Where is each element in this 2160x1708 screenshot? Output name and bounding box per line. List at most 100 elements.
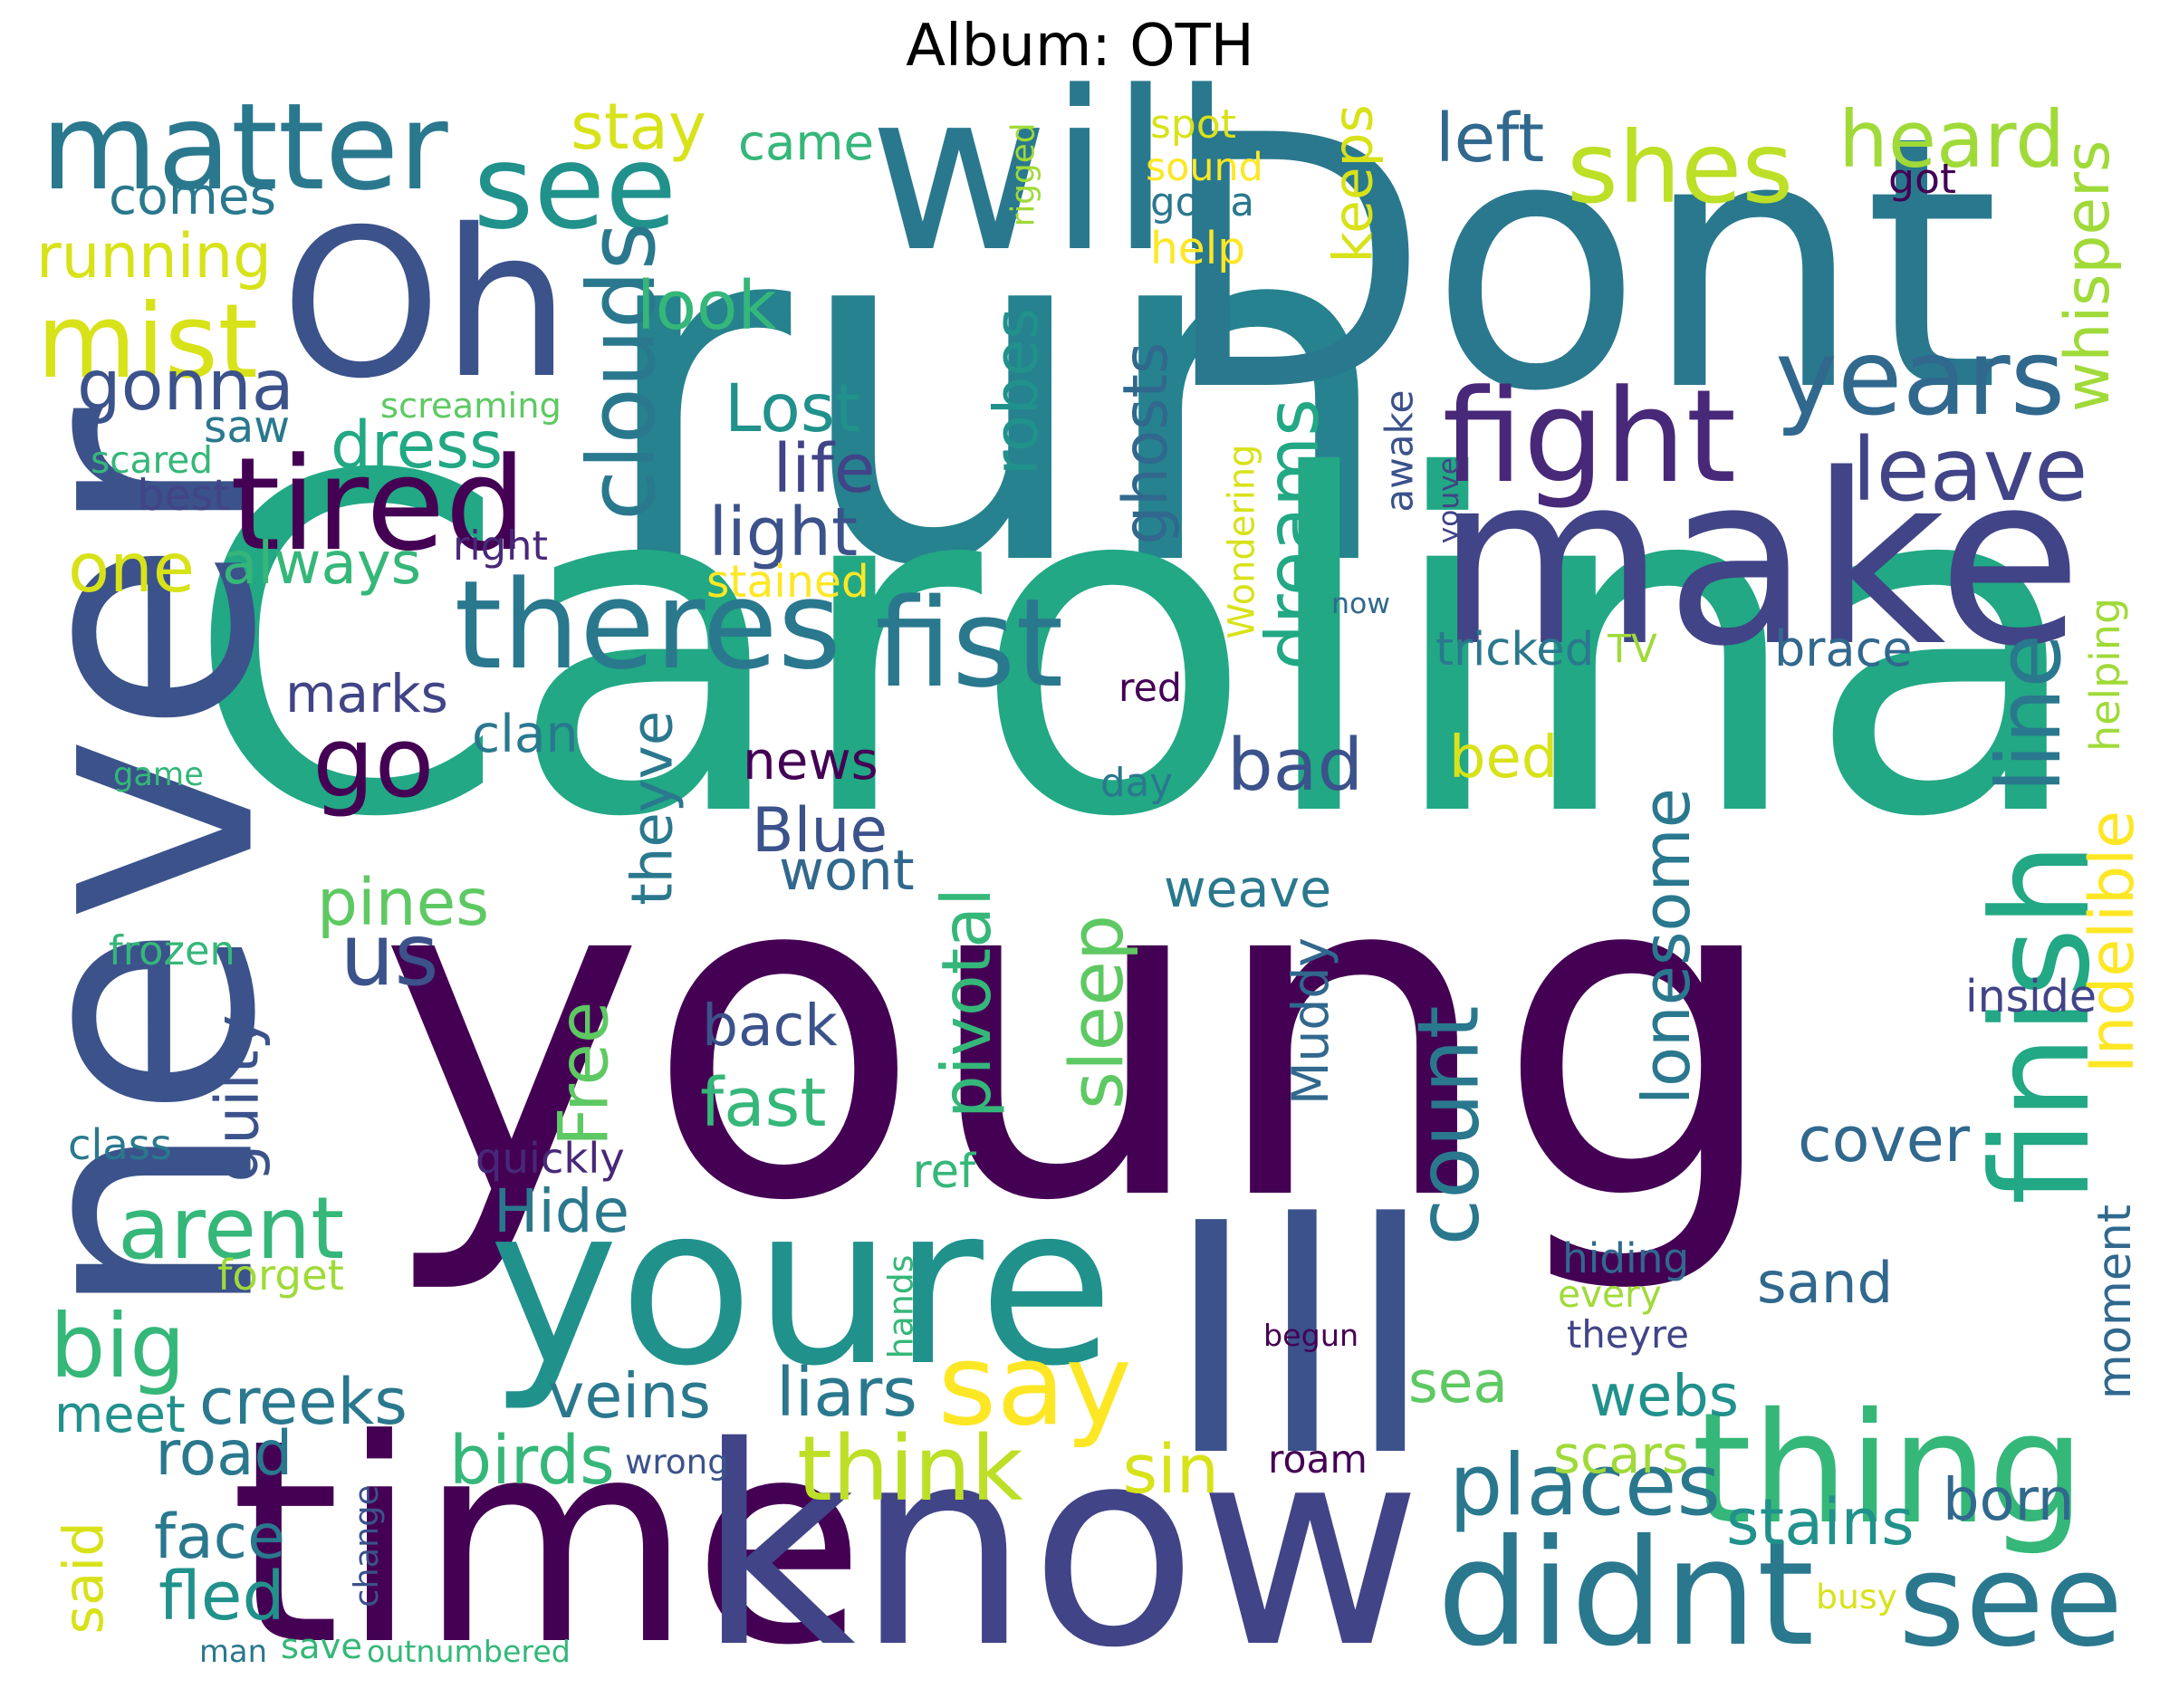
word-pines: pines <box>317 865 490 940</box>
word-make: make <box>1435 425 2083 698</box>
word-stay: stay <box>571 88 706 164</box>
word-sand: sand <box>1757 1250 1894 1316</box>
word-outnumbered: outnumbered <box>367 1634 571 1669</box>
word-see: see <box>473 120 677 255</box>
word-leave: leave <box>1852 419 2088 521</box>
word-dress: dress <box>331 408 504 483</box>
word-youve: youve <box>1432 457 1465 544</box>
word-dreams: dreams <box>1250 398 1335 670</box>
word-gonna: gonna <box>77 346 294 427</box>
word-best: best <box>137 471 230 521</box>
word-mist: mist <box>36 282 258 401</box>
word-whispers: whispers <box>2051 139 2124 412</box>
word-fight: fight <box>1442 361 1737 512</box>
word-stained: stained <box>706 556 869 608</box>
word-lost: Lost <box>725 370 861 447</box>
word-comes: comes <box>109 167 277 226</box>
word-ghosts: ghosts <box>1109 341 1182 545</box>
word-stains: stains <box>1726 1485 1915 1559</box>
word-sin: sin <box>1122 1429 1219 1509</box>
word-wrong: wrong <box>625 1441 729 1482</box>
chart-title: Album: OTH <box>906 13 1254 80</box>
word-face: face <box>154 1501 285 1573</box>
word-theyre: theyre <box>1567 1312 1689 1357</box>
word-save: save <box>281 1626 363 1667</box>
word-game: game <box>113 755 204 793</box>
word-time: time <box>230 1379 866 1707</box>
word-sea: sea <box>1408 1349 1508 1415</box>
word-came: came <box>738 113 875 171</box>
word-run: run <box>593 111 1399 671</box>
word-busy: busy <box>1816 1577 1898 1617</box>
word-gotta: gotta <box>1150 180 1255 225</box>
word-thing: thing <box>1692 1379 2086 1558</box>
word-running: running <box>36 220 272 292</box>
word-weave: weave <box>1164 859 1332 919</box>
word-awake: awake <box>1376 389 1421 513</box>
word-road: road <box>155 1417 293 1489</box>
word-always: always <box>222 529 422 598</box>
word-wondering: Wondering <box>1221 443 1263 639</box>
word-youre: youre <box>488 1157 1115 1415</box>
word-fist: fist <box>875 571 1064 715</box>
word-ref: ref <box>912 1144 976 1199</box>
word-creeks: creeks <box>199 1364 408 1439</box>
word-marks: marks <box>285 663 448 724</box>
word-oh: Oh <box>281 187 571 424</box>
word-years: years <box>1775 316 2066 439</box>
word-forget: forget <box>217 1251 344 1300</box>
word-light: light <box>708 492 859 571</box>
word-clan: clan <box>472 704 579 764</box>
word-scars: scars <box>1553 1424 1689 1485</box>
word-veins: veins <box>548 1360 711 1433</box>
word-rigged: rigged <box>1004 121 1042 226</box>
word-liars: liars <box>776 1352 917 1432</box>
word-meet: meet <box>54 1385 186 1444</box>
word-big: big <box>50 1295 186 1397</box>
word-scared: scared <box>91 437 214 482</box>
word-us: us <box>340 905 439 1005</box>
word-brace: brace <box>1774 620 1913 677</box>
word-help: help <box>1150 223 1246 274</box>
word-matter: matter <box>41 77 448 217</box>
word-inside: inside <box>1965 970 2097 1022</box>
word-look: look <box>637 265 777 345</box>
word-said: said <box>52 1521 116 1635</box>
word-fast: fast <box>700 1062 827 1142</box>
word-didnt: didnt <box>1436 1509 1815 1679</box>
word-day: day <box>1100 760 1173 806</box>
word-count: count <box>1399 1004 1499 1246</box>
word-helping: helping <box>2080 597 2130 752</box>
word-begun: begun <box>1263 1317 1359 1353</box>
word-right: right <box>453 523 548 570</box>
word-see-2: see <box>1898 1525 2124 1675</box>
word-say: say <box>937 1320 1132 1451</box>
word-now: now <box>1331 587 1391 620</box>
word-hiding: hiding <box>1562 1233 1690 1282</box>
word-line: line <box>1977 633 2080 793</box>
word-theres: theres <box>454 553 841 696</box>
word-one: one <box>68 528 196 608</box>
word-blue: Blue <box>752 794 888 867</box>
word-quickly: quickly <box>475 1134 625 1183</box>
word-every: every <box>1558 1271 1662 1316</box>
word-will: will <box>869 43 1233 301</box>
word-got: got <box>1888 154 1956 203</box>
word-tired: tired <box>230 429 527 580</box>
word-screaming: screaming <box>380 386 562 427</box>
word-carolina: Carolina <box>185 379 2089 918</box>
word-muddy: Muddy <box>1281 937 1339 1105</box>
word-back: back <box>702 993 838 1059</box>
word-wont: wont <box>779 839 915 903</box>
word-tv: TV <box>1608 627 1657 671</box>
word-heard: heard <box>1838 94 2065 186</box>
word-bad: bad <box>1227 723 1364 807</box>
word-go: go <box>312 705 435 820</box>
word-pivotal: pivotal <box>926 888 1006 1118</box>
word-ill: Ill <box>1164 1155 1435 1526</box>
word-hide: Hide <box>494 1175 629 1246</box>
word-hands: hands <box>879 1254 920 1358</box>
word-know: know <box>696 1388 1423 1708</box>
word-places: places <box>1449 1435 1722 1535</box>
